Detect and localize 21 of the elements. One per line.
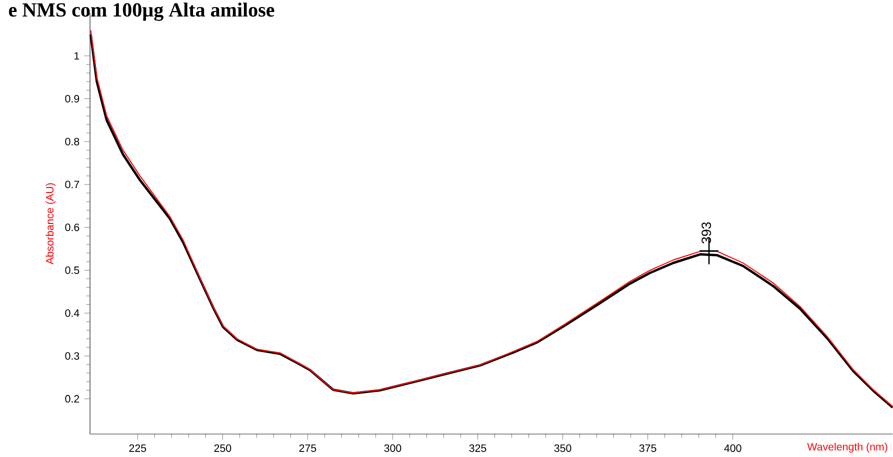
y-tick-label: 0.9: [65, 94, 80, 103]
y-tick-label: 0.4: [65, 309, 80, 317]
y-tick-label: 0.3: [65, 352, 80, 360]
x-tick-label: 400: [724, 444, 742, 452]
y-tick-label: 1: [74, 52, 80, 60]
x-tick-label: 325: [469, 444, 486, 452]
x-tick-label: 300: [384, 444, 402, 452]
x-tick-label: 225: [129, 444, 146, 452]
annotation: 393: [702, 222, 712, 244]
y-tick-label: 0.7: [65, 180, 80, 188]
x-tick-label: 375: [639, 444, 656, 452]
y-tick-label: 0.2: [65, 395, 80, 403]
x-axis-title: Wavelength (nm): [807, 442, 888, 453]
y-axis-title: Absorbance (AU): [46, 183, 56, 264]
x-tick-label: 350: [554, 444, 572, 452]
y-tick-label: 0.5: [65, 266, 80, 274]
y-tick-label: 0.6: [65, 224, 80, 232]
x-tick-label: 275: [299, 444, 316, 452]
x-tick-label: 250: [214, 444, 232, 452]
y-tick-label: 0.8: [65, 138, 80, 146]
chart-title: e NMS com 100µg Alta amilose: [8, 2, 274, 21]
